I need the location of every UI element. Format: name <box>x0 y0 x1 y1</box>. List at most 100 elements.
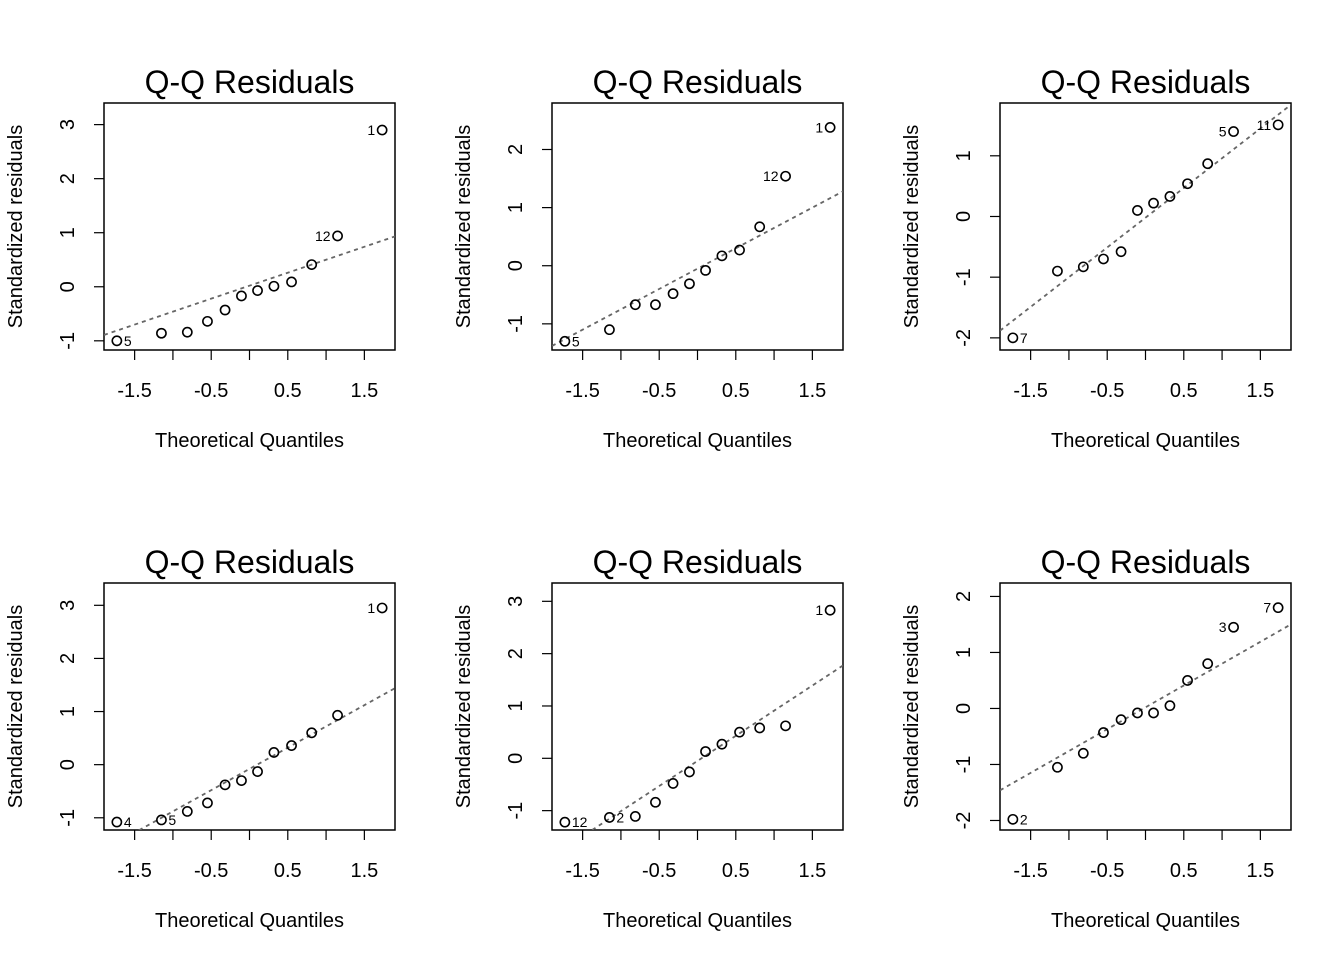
y-axis-label: Standardized residuals <box>901 125 923 328</box>
qq-point <box>202 797 213 809</box>
qq-reference-line <box>590 664 843 830</box>
qq-panel-2: Q-Q Residuals-1.5 -0.5 0.5 1.5-1012Theoreti… <box>453 64 844 452</box>
qq-point <box>376 602 388 614</box>
point-label: 12 <box>763 168 779 184</box>
y-tick-label: 3 <box>57 119 79 130</box>
x-tick-label: 1.5 <box>1246 380 1274 402</box>
x-tick-label: -1.5 <box>117 860 151 882</box>
point-label: 3 <box>1219 619 1227 635</box>
panel-title: Q-Q Residuals <box>593 64 803 100</box>
qq-point <box>1098 253 1109 265</box>
point-label: 4 <box>124 814 132 830</box>
qq-point <box>1007 332 1019 344</box>
y-tick-label: -1 <box>505 315 527 333</box>
qq-point <box>780 720 791 732</box>
qq-point <box>1164 191 1176 202</box>
qq-point <box>1228 126 1239 137</box>
plot-frame <box>103 102 396 351</box>
panel-title: Q-Q Residuals <box>1041 64 1251 100</box>
qq-point <box>684 766 695 778</box>
qq-point <box>700 264 711 276</box>
y-tick-label: -2 <box>953 812 975 830</box>
qq-point <box>1077 261 1089 273</box>
y-tick-label: 0 <box>505 753 527 764</box>
point-label: 12 <box>315 228 331 244</box>
y-tick-label: 2 <box>57 653 79 664</box>
qq-point <box>202 315 213 327</box>
x-tick-label: -1.5 <box>565 380 599 402</box>
point-label: 1 <box>367 600 375 616</box>
qq-point <box>332 230 343 242</box>
point-label: 2 <box>616 809 624 825</box>
x-tick-label: 0.5 <box>274 860 302 882</box>
qq-point <box>156 327 167 339</box>
qq-point <box>754 221 766 233</box>
qq-point <box>559 816 571 828</box>
x-tick-label: -0.5 <box>194 380 228 402</box>
qq-point <box>111 335 123 347</box>
qq-reference-line <box>552 190 843 347</box>
qq-point <box>716 738 728 750</box>
qq-point <box>629 299 641 311</box>
point-label: 5 <box>168 812 176 828</box>
qq-point <box>332 709 343 721</box>
x-tick-label: 0.5 <box>1170 860 1198 882</box>
x-axis-label: Theoretical Quantiles <box>155 430 344 452</box>
qq-point <box>1272 119 1284 131</box>
x-tick-label: -0.5 <box>1090 860 1124 882</box>
y-tick-label: 1 <box>505 700 527 711</box>
y-tick-label: 0 <box>505 260 527 271</box>
qq-point <box>734 726 745 738</box>
qq-panel-5: Q-Q Residuals-1.5 -0.5 0.5 1.5-10123Theoret… <box>453 544 844 932</box>
qq-point <box>306 259 318 271</box>
qq-panel-6: Q-Q Residuals -1.5 -0.5 0.5 1.5 -2 -1 0 1 2 Theore… <box>901 544 1292 932</box>
x-tick-label: -1.5 <box>1013 860 1047 882</box>
x-tick-label: -1.5 <box>1013 380 1047 402</box>
qq-point <box>252 766 263 777</box>
point-label: 1 <box>815 602 823 618</box>
x-axis-label: Theoretical Quantiles <box>1051 430 1240 452</box>
point-label: 7 <box>1263 600 1271 616</box>
qq-point <box>286 740 297 751</box>
qq-point <box>824 604 836 616</box>
x-tick-label: 0.5 <box>722 860 750 882</box>
y-axis-label: Standardized residuals <box>453 125 475 328</box>
qq-point <box>181 326 193 338</box>
qq-point <box>1077 747 1089 759</box>
x-tick-label: 1.5 <box>798 380 826 402</box>
y-axis-label: Standardized residuals <box>5 125 27 328</box>
point-label: 5 <box>1219 124 1227 140</box>
qq-point <box>1148 197 1159 209</box>
qq-point <box>1007 813 1019 825</box>
qq-point <box>181 806 193 817</box>
y-tick-label: 2 <box>57 173 79 184</box>
qq-point <box>1228 621 1239 633</box>
y-tick-label: 1 <box>505 202 527 213</box>
qq-point <box>376 124 388 136</box>
x-tick-label: 1.5 <box>798 860 826 882</box>
point-label: 11 <box>1257 117 1272 133</box>
plot-frame <box>999 582 1292 831</box>
qq-point <box>252 285 263 296</box>
x-tick-label: -0.5 <box>1090 380 1124 402</box>
x-tick-label: 1.5 <box>350 380 378 402</box>
qq-point <box>1132 205 1143 216</box>
qq-panel-4: Q-Q Residuals -1.5 -0.5 0.5 1.5 -1 0 1 2 3 Theoret… <box>5 544 396 932</box>
qq-point <box>824 122 836 133</box>
point-label: 7 <box>1020 330 1028 346</box>
x-tick-label: 0.5 <box>722 380 750 402</box>
y-tick-label: 1 <box>953 150 975 161</box>
qq-point <box>236 290 247 302</box>
y-tick-label: -1 <box>57 809 79 827</box>
x-axis-label: Theoretical Quantiles <box>603 910 792 932</box>
point-label: 12 <box>572 814 588 830</box>
qq-point <box>1115 246 1127 258</box>
x-tick-label: -1.5 <box>117 380 151 402</box>
y-tick-label: -1 <box>57 332 79 350</box>
y-tick-label: 3 <box>505 596 527 607</box>
qq-panel-3: Q-Q Residuals -1.5 -0.5 0.5 1.5 -2 -1 0 1 Theoret… <box>901 64 1292 452</box>
qq-point <box>780 170 791 182</box>
qq-point <box>604 324 615 336</box>
y-tick-label: -1 <box>953 268 975 286</box>
